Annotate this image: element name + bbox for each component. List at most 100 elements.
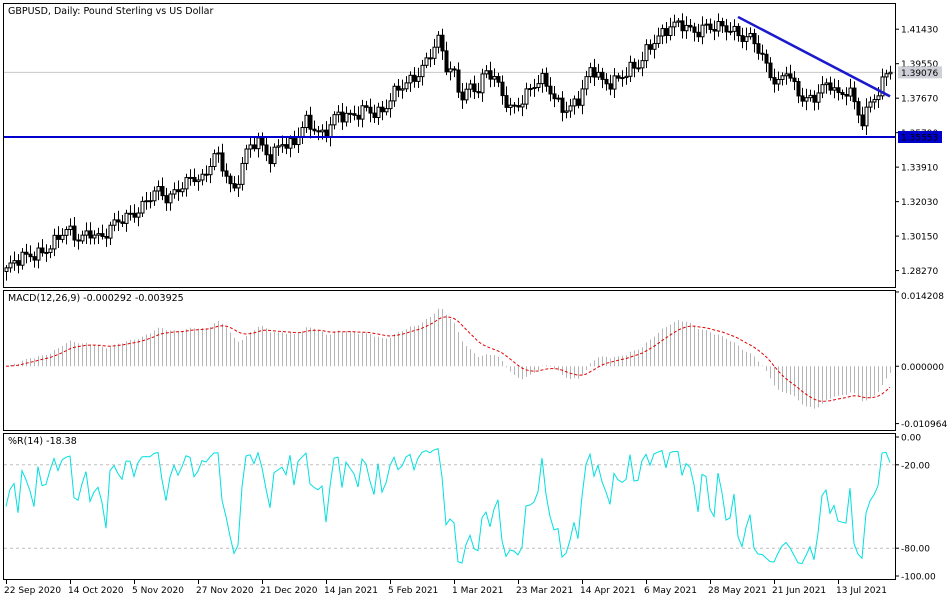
bear-candle-body <box>648 44 653 50</box>
candle <box>324 121 329 143</box>
candle <box>512 101 517 114</box>
bull-candle-body <box>572 98 577 107</box>
candle <box>528 83 533 97</box>
bear-candle-body <box>292 138 297 146</box>
bull-candle-body <box>464 88 469 101</box>
candle <box>428 49 433 68</box>
candle <box>476 82 481 99</box>
bull-candle-body <box>824 82 829 86</box>
macd-panel-frame <box>3 290 896 431</box>
bear-candle-body <box>760 52 765 55</box>
bull-candle-body <box>628 61 633 77</box>
bull-candle-body <box>376 106 381 118</box>
macd-axis-label: 0.014208 <box>901 292 944 302</box>
bull-candle-body <box>780 75 785 80</box>
bull-candle-body <box>152 190 157 202</box>
bull-candle-body <box>480 73 485 94</box>
candle <box>624 67 629 85</box>
candle <box>748 27 753 40</box>
candle <box>760 44 765 61</box>
bear-candle-body <box>428 57 433 60</box>
bear-candle-body <box>516 105 521 108</box>
bear-candle-body <box>836 87 841 94</box>
candle <box>860 106 865 131</box>
candle <box>508 97 513 116</box>
candle <box>636 59 641 72</box>
williams-r-panel <box>4 447 895 565</box>
candle <box>408 71 413 92</box>
bull-candle-body <box>216 152 221 155</box>
bull-candle-body <box>304 114 309 129</box>
bear-candle-body <box>132 212 137 218</box>
candle <box>68 218 73 236</box>
bear-candle-body <box>608 83 613 90</box>
bear-candle-body <box>720 20 725 27</box>
candle <box>300 121 305 144</box>
bear-candle-body <box>592 67 597 78</box>
bull-candle-body <box>124 212 129 224</box>
bear-candle-body <box>688 24 693 28</box>
bear-candle-body <box>32 256 37 261</box>
bull-candle-body <box>108 224 113 239</box>
candle <box>472 75 477 100</box>
date-axis-label: 14 Apr 2021 <box>580 586 636 596</box>
candle <box>444 41 449 76</box>
bear-candle-body <box>852 87 857 103</box>
bull-candle-body <box>236 183 241 189</box>
bull-candle-body <box>196 179 201 183</box>
candle <box>372 104 377 123</box>
bull-candle-body <box>180 188 185 193</box>
candle <box>716 13 721 37</box>
candle <box>184 173 189 197</box>
bear-candle-body <box>632 61 637 69</box>
bear-candle-body <box>840 92 845 96</box>
bear-candle-body <box>348 112 353 115</box>
candle <box>464 82 469 104</box>
candle <box>416 67 421 89</box>
bear-candle-body <box>828 82 833 91</box>
date-axis-label: 21 Jun 2021 <box>772 586 826 596</box>
candle <box>356 106 361 127</box>
axes: 1.414301.395501.376701.357901.339101.320… <box>4 26 947 596</box>
bull-candle-body <box>360 105 365 120</box>
bear-candle-body <box>308 114 313 130</box>
bull-candle-body <box>536 83 541 88</box>
bull-candle-body <box>52 234 57 250</box>
bear-candle-body <box>488 70 493 80</box>
candle <box>704 19 709 34</box>
candle <box>396 78 401 98</box>
candle <box>328 116 333 147</box>
candle <box>580 79 585 115</box>
bull-candle-body <box>84 230 89 236</box>
candle <box>832 78 837 99</box>
bear-candle-body <box>476 91 481 94</box>
bull-candle-body <box>92 234 97 239</box>
candle <box>92 230 97 245</box>
candle <box>844 87 849 106</box>
candle <box>72 217 77 247</box>
macd-title: MACD(12,26,9) -0.000292 -0.003925 <box>8 293 184 304</box>
candle <box>480 68 485 102</box>
bear-candle-body <box>796 81 801 97</box>
bear-candle-body <box>696 31 701 38</box>
candle <box>700 16 705 45</box>
candle <box>116 210 121 231</box>
bear-candle-body <box>120 221 125 224</box>
bear-candle-body <box>284 144 289 149</box>
bear-candle-body <box>232 183 237 189</box>
bull-candle-body <box>300 127 305 138</box>
candle <box>644 39 649 69</box>
candle <box>768 57 773 81</box>
bear-candle-body <box>28 253 33 258</box>
bear-candle-body <box>740 35 745 42</box>
date-axis-label: 5 Feb 2021 <box>388 586 438 596</box>
bull-candle-body <box>492 76 497 80</box>
bull-candle-body <box>208 165 213 176</box>
bull-candle-body <box>784 73 789 77</box>
candle <box>696 23 701 43</box>
candle <box>720 17 725 33</box>
williams-r-axis-label: -80.00 <box>901 545 930 555</box>
candle <box>100 224 105 240</box>
bull-candle-body <box>556 97 561 100</box>
candle <box>712 20 717 41</box>
